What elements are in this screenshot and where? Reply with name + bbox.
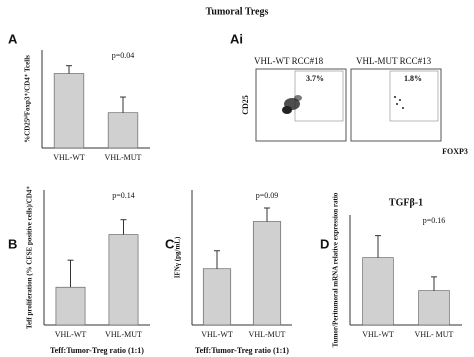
flow-gate [389, 70, 439, 122]
x-axis-label: Teff:Tumor-Treg ratio (1:1) [195, 346, 289, 355]
flow-title: VHL-MUT RCC#13 [356, 56, 432, 66]
panel-letter: A [8, 31, 18, 46]
panel-letter: C [165, 236, 175, 251]
x-tick-label: VHL- MUT [415, 330, 454, 339]
panel-letter: B [8, 236, 17, 251]
annotation: p=0.04 [112, 51, 135, 60]
y-axis-label: %CD25ʰⁱFoxp3⁺/CD4⁺ Tcells [23, 55, 32, 143]
x-axis-label: Teff:Tumor-Treg ratio (1:1) [50, 346, 144, 355]
bar [362, 257, 394, 326]
bar [202, 268, 232, 326]
y-axis-label: Teff proliferation (% CFSE positive cell… [26, 186, 34, 329]
bar [107, 112, 139, 149]
flow-y-label: CD25 [241, 95, 250, 115]
flow-percent: 1.8% [404, 74, 422, 83]
x-tick-label: VHL-MUT [105, 153, 142, 162]
y-axis-label: IFNγ (pg/mL) [174, 236, 182, 278]
annotation: p=0.16 [423, 216, 446, 225]
x-tick-label: VHL-WT [201, 330, 233, 339]
flow-panel: VHL-WT RCC#18 VHL-MUT RCC#13 3.7% 1.8% C… [241, 56, 468, 156]
flow-dots [282, 95, 404, 114]
chart-title: TGFβ-1 [389, 197, 423, 208]
x-tick-label: VHL-MUT [249, 330, 286, 339]
flow-box [350, 68, 442, 142]
panel-letter: D [320, 236, 329, 251]
bar [418, 290, 450, 326]
x-tick-label: VHL-MUT [105, 330, 142, 339]
y-axis-label: Tumor/Peritumoral mRNA relative expressi… [332, 192, 340, 347]
bar [55, 286, 86, 326]
flow-title: VHL-WT RCC#18 [254, 56, 324, 66]
flow-percent: 3.7% [306, 74, 324, 83]
annotation: p=0.09 [256, 191, 279, 200]
flow-gate [294, 70, 344, 122]
x-tick-label: VHL-WT [55, 330, 87, 339]
panel-letter: Ai [230, 31, 243, 46]
x-tick-label: VHL-WT [53, 153, 85, 162]
figure-title: Tumoral Tregs [206, 6, 269, 17]
x-tick-label: VHL-WT [362, 330, 394, 339]
bar [53, 73, 85, 149]
bar [252, 221, 282, 326]
annotation: p=0.14 [112, 191, 135, 200]
flow-box [255, 68, 347, 142]
flow-x-label: FOXP3 [442, 147, 468, 156]
bar [108, 234, 139, 326]
